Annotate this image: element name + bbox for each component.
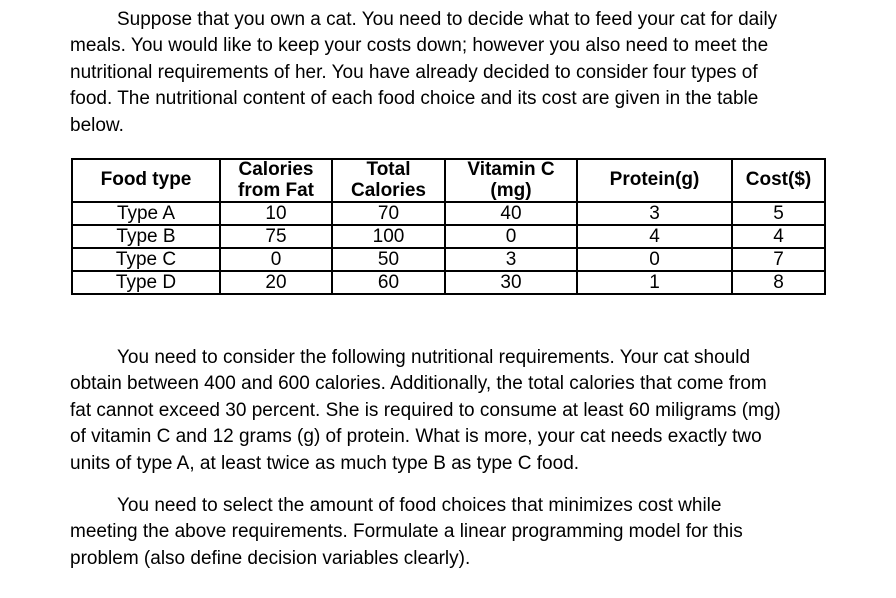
table-cell: 100 [331,224,446,249]
table-cell: 10 [219,201,333,226]
row-label-type-d: Type D [71,270,221,295]
table-cell: 30 [444,270,578,295]
row-label-type-c: Type C [71,247,221,272]
table-cell: 3 [444,247,578,272]
table-header-row: Food type Calories from Fat Total Calori… [71,158,826,203]
table-row-type-d: Type D 20 60 30 1 8 [71,270,826,295]
table-cell: 3 [576,201,733,226]
table-cell: 0 [444,224,578,249]
header-food-type: Food type [71,158,221,203]
table-cell: 8 [731,270,826,295]
table-cell: 0 [219,247,333,272]
table-cell: 75 [219,224,333,249]
table-cell: 7 [731,247,826,272]
header-calories-from-fat: Calories from Fat [219,158,333,203]
paragraph-task: You need to select the amount of food ch… [70,495,743,569]
table-cell: 70 [331,201,446,226]
table-cell: 4 [731,224,826,249]
food-nutrition-table: Food type Calories from Fat Total Calori… [71,158,826,295]
table-cell: 20 [219,270,333,295]
header-total-calories: Total Calories [331,158,446,203]
table-cell: 4 [576,224,733,249]
row-label-type-b: Type B [71,224,221,249]
table-row-type-b: Type B 75 100 0 4 4 [71,224,826,249]
table-cell: 1 [576,270,733,295]
header-protein: Protein(g) [576,158,733,203]
table-cell: 0 [576,247,733,272]
table-cell: 60 [331,270,446,295]
paragraph-intro: Suppose that you own a cat. You need to … [70,9,778,136]
table-cell: 40 [444,201,578,226]
header-cost: Cost($) [731,158,826,203]
table-cell: 50 [331,247,446,272]
paragraph-requirements: You need to consider the following nutri… [70,347,781,474]
table-row-type-a: Type A 10 70 40 3 5 [71,201,826,226]
table-cell: 5 [731,201,826,226]
header-vitamin-c: Vitamin C (mg) [444,158,578,203]
row-label-type-a: Type A [71,201,221,226]
table-row-type-c: Type C 0 50 3 0 7 [71,247,826,272]
